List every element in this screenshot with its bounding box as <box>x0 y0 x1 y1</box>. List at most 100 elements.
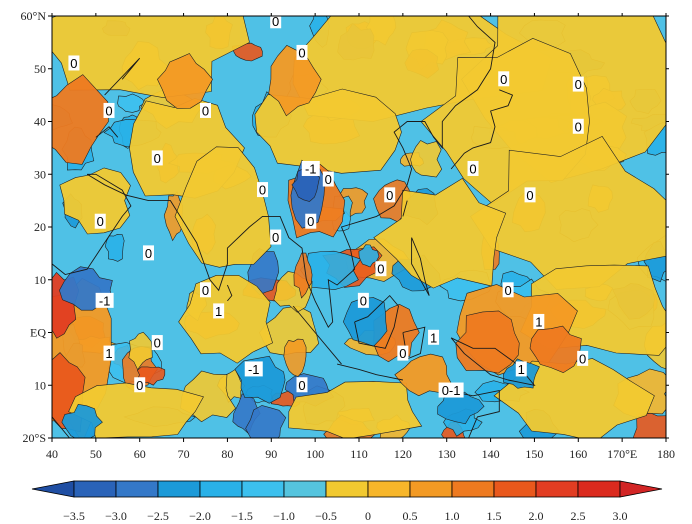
coastline <box>402 200 408 217</box>
coastline <box>354 294 399 349</box>
contour-label-text: 0 <box>399 346 406 361</box>
contour-label: 0 <box>384 187 396 203</box>
contour-label-text: 1 <box>105 346 112 361</box>
colorbar-segment <box>157 480 201 498</box>
x-tick-label: 150 <box>525 447 543 461</box>
colorbar-segment <box>577 480 621 498</box>
colorbar-label: −3.5 <box>63 509 85 523</box>
contour-label-text: 0 <box>97 214 104 229</box>
contour-label-text: 1 <box>430 330 437 345</box>
anomaly-field <box>52 16 666 438</box>
contour-label-text: -1 <box>305 161 317 176</box>
field-patch <box>104 233 125 262</box>
y-tick-label: 10 <box>34 273 46 287</box>
colorbar-segment <box>535 480 579 498</box>
contour-label-text: 0 <box>386 188 393 203</box>
contour-label-box <box>95 292 114 308</box>
contour-label-text: 0 <box>202 283 209 298</box>
contour-label-box <box>498 71 510 87</box>
contour-label: 0 <box>296 44 308 60</box>
contour-label-box <box>270 229 282 245</box>
contour-label-text: 0 <box>105 103 112 118</box>
contour-label: 0-1 <box>438 382 464 398</box>
field-patch <box>174 146 272 268</box>
contour-label: 0 <box>270 229 282 245</box>
contour-label-box <box>357 292 369 308</box>
field-patch <box>163 191 184 242</box>
colorbar-label: 2.5 <box>571 509 586 523</box>
coastline <box>104 57 141 96</box>
field-patch <box>157 53 213 109</box>
y-tick-label: EQ <box>30 326 46 340</box>
y-tick-label: 20 <box>34 220 46 234</box>
x-tick-label: 40 <box>46 447 58 461</box>
contour-label-box <box>524 187 536 203</box>
x-tick-label: 90 <box>265 447 277 461</box>
contour-label-box <box>572 76 584 92</box>
contour-label: 1 <box>103 345 115 361</box>
coastlines <box>52 16 536 438</box>
contour-label: 0 <box>305 213 317 229</box>
contour-label-box <box>151 335 163 351</box>
field-patch <box>128 331 153 371</box>
colorbar-segment <box>493 480 537 498</box>
contour-label-text: 0 <box>154 151 161 166</box>
contour-label-box <box>572 118 584 134</box>
contour-label-text: 0 <box>145 246 152 261</box>
x-tick-label: 170°E <box>607 447 637 461</box>
y-tick-label: 50 <box>34 62 46 76</box>
contour-label: 0 <box>257 182 269 198</box>
colorbar-label: 3.0 <box>613 509 628 523</box>
coastline <box>52 390 70 438</box>
contour-label-box <box>103 102 115 118</box>
contour-label-text: 0 <box>298 378 305 393</box>
contour-label-text: 0-1 <box>442 383 461 398</box>
colorbar-label: −2.5 <box>147 509 169 523</box>
contour-label: 0 <box>572 118 584 134</box>
contour-label-box <box>322 171 334 187</box>
contour-label-box <box>467 160 479 176</box>
x-tick-label: 80 <box>221 447 233 461</box>
field-patch <box>529 325 582 374</box>
contour-label-box <box>296 377 308 393</box>
contour-label-text: 0 <box>377 262 384 277</box>
contour-label-box <box>515 361 527 377</box>
contour-label-box <box>103 345 115 361</box>
contour-label: 0 <box>200 102 211 118</box>
colorbar-segment <box>367 480 411 498</box>
contour-label-box <box>94 213 106 229</box>
contour-label: 1 <box>213 303 225 319</box>
contour-label-text: -1 <box>248 362 260 377</box>
contour-label-text: 0 <box>202 103 209 118</box>
contour-label: 0 <box>524 187 536 203</box>
contour-label: 0 <box>151 150 163 166</box>
contour-label: 0 <box>270 16 282 29</box>
contour-label: -1 <box>301 160 320 176</box>
coastline <box>450 89 514 170</box>
contour-label-box <box>296 44 308 60</box>
contour-label-box <box>257 182 269 198</box>
contour-label-text: 0 <box>298 45 305 60</box>
x-tick-label: 70 <box>178 447 190 461</box>
x-tick-label: 110 <box>350 447 368 461</box>
contour-label: 1 <box>533 313 545 329</box>
colorbar-segment <box>325 480 369 498</box>
contour-label-box <box>397 345 409 361</box>
x-tick-label: 120 <box>394 447 412 461</box>
contour-label-text: 1 <box>215 304 222 319</box>
contour-label: 0 <box>375 261 387 277</box>
contour-label: 0 <box>502 282 514 298</box>
coastline <box>95 126 119 138</box>
contour-label-box <box>301 160 320 176</box>
contour-label: -1 <box>244 361 263 377</box>
contour-label: 1 <box>515 361 527 377</box>
contour-label-box <box>200 102 211 118</box>
contour-label-box <box>68 55 80 71</box>
colorbar-label: 0 <box>365 509 371 523</box>
x-tick-label: 50 <box>90 447 102 461</box>
colorbar-segment <box>451 480 495 498</box>
coastline <box>336 363 403 381</box>
contour-label-box <box>142 245 154 261</box>
coastline <box>52 173 132 275</box>
contour-label-text: 0 <box>575 119 582 134</box>
